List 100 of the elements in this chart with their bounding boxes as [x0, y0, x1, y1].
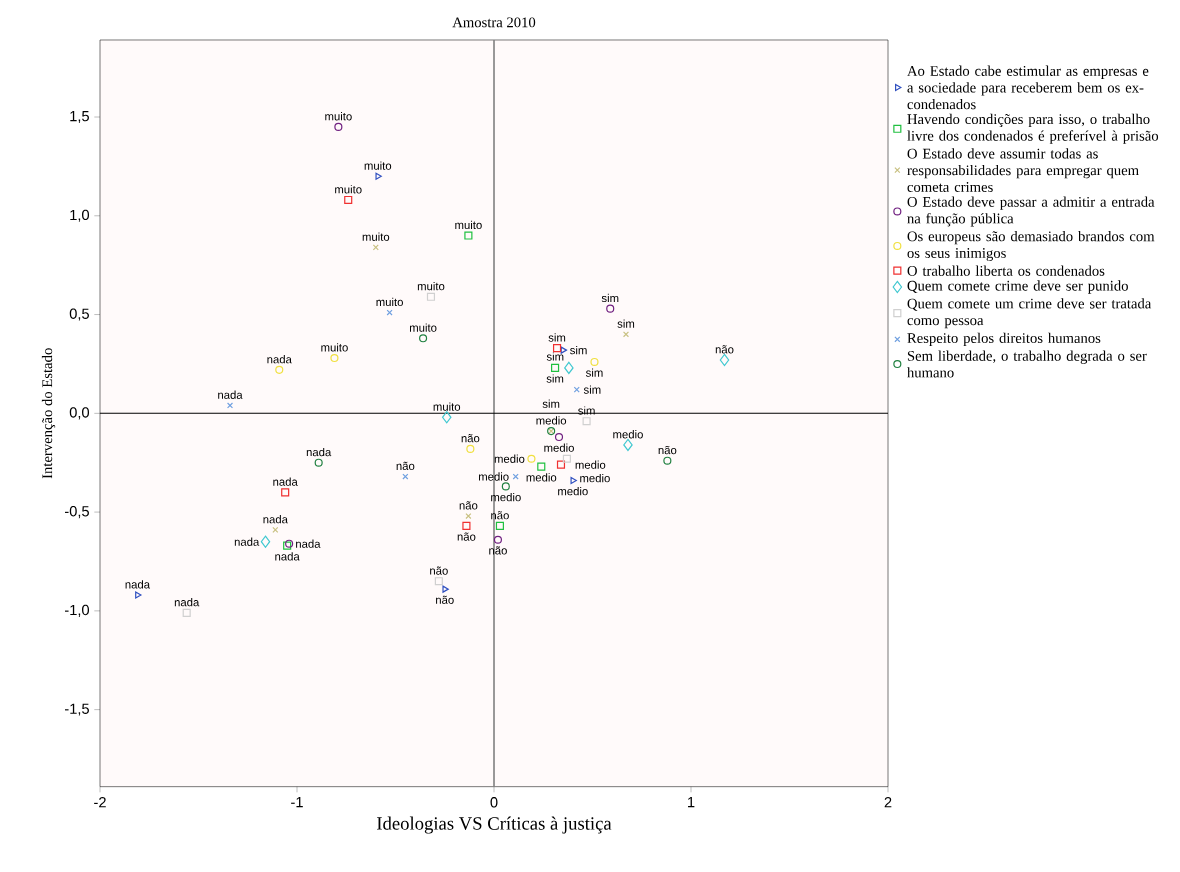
annotation: sim — [546, 374, 564, 383]
annotation: medio — [558, 486, 588, 496]
x-tick-label: 1 — [688, 797, 695, 808]
annotation: sim — [546, 352, 564, 361]
point — [562, 454, 571, 463]
annotation: não — [396, 461, 415, 470]
y-tick-label: 1,5 — [70, 111, 89, 124]
annotation: medio — [526, 473, 557, 482]
chart-title: Amostra 2010 — [452, 17, 536, 28]
point — [441, 411, 452, 424]
annotation: nada — [296, 539, 321, 548]
annotation: muito — [433, 402, 461, 411]
annotation: não — [457, 532, 476, 541]
annotation: sim — [601, 293, 619, 303]
point — [226, 402, 234, 409]
point — [330, 353, 339, 363]
annotation: medio — [580, 473, 610, 483]
annotation: muito — [364, 161, 392, 170]
annotation: nada — [125, 580, 151, 589]
point — [537, 462, 546, 471]
annotation: medio — [536, 416, 567, 425]
annotation: nada — [273, 477, 298, 486]
annotation: não — [491, 511, 509, 520]
annotation: muito — [376, 297, 403, 307]
x-tick-label: 0 — [490, 797, 498, 808]
x-tick-label: 2 — [884, 797, 892, 808]
annotation: não — [459, 501, 478, 510]
annotation: muito — [409, 323, 437, 332]
annotation: não — [461, 434, 480, 443]
x-axis-title: Ideologias VS Críticas à justiça — [377, 816, 612, 834]
point — [334, 122, 343, 131]
annotation: muito — [417, 281, 445, 291]
point — [606, 304, 615, 313]
point — [564, 361, 574, 375]
point — [462, 521, 471, 530]
point — [314, 458, 323, 467]
annotation: medio — [491, 492, 521, 502]
point — [495, 521, 504, 530]
annotation: medio — [613, 430, 643, 439]
annotation: não — [436, 595, 454, 604]
annotation: muito — [455, 220, 482, 230]
legend-label: Sem liberdade, o trabalho degrada o ser humano — [907, 350, 1147, 378]
point — [402, 473, 409, 480]
y-axis-title: Intervenção do Estado — [41, 348, 56, 479]
point — [260, 535, 271, 548]
annotation: sim — [583, 385, 601, 394]
point — [493, 535, 503, 544]
y-tick-label: -1,5 — [64, 703, 89, 716]
point — [590, 357, 599, 367]
legend-label: Quem comete crime deve ser punido — [907, 280, 1128, 294]
annotation: sim — [542, 399, 560, 408]
y-tick-label: 1,0 — [70, 209, 90, 222]
point — [375, 172, 382, 180]
point — [372, 244, 379, 251]
point — [426, 292, 436, 301]
legend-label: Os europeus são demasiado brandos com os seus inimigos — [907, 230, 1155, 261]
point — [527, 454, 536, 463]
annotation: sim — [585, 368, 603, 377]
annotation: nada — [275, 552, 300, 561]
annotation: muito — [362, 232, 390, 241]
point — [465, 512, 472, 520]
legend-label: O trabalho liberta os condenados — [907, 265, 1105, 276]
annotation: nada — [174, 598, 200, 607]
point — [419, 334, 428, 343]
y-tick-label: 0,0 — [69, 407, 90, 420]
point — [275, 365, 284, 374]
legend-label: O Estado deve passar a admitir a entrada na função pública — [907, 196, 1155, 227]
point — [272, 526, 279, 533]
annotation: não — [489, 546, 507, 555]
annotation: não — [430, 566, 448, 575]
annotation: muito — [335, 185, 362, 194]
y-tick-label: 0,5 — [69, 308, 89, 321]
annotation: muito — [321, 343, 348, 352]
y-tick-label: -0,5 — [64, 506, 89, 519]
annotation: sim — [578, 406, 595, 415]
annotation: medio — [575, 460, 606, 469]
legend-label: Havendo condições para isso, o trabalho livre dos condenados é preferível à prisão — [907, 113, 1159, 144]
point — [623, 438, 633, 452]
point — [622, 331, 630, 338]
annotation: sim — [548, 333, 566, 342]
annotation: nada — [263, 515, 288, 524]
annotation: não — [658, 445, 677, 455]
point — [582, 417, 591, 426]
point — [501, 482, 510, 491]
annotation: nada — [218, 390, 243, 399]
point — [434, 577, 443, 586]
point — [135, 591, 142, 599]
annotation: não — [715, 345, 734, 354]
point — [551, 363, 560, 372]
y-tick-label: -1,0 — [64, 604, 90, 617]
annotation: sim — [570, 345, 587, 355]
point — [570, 476, 577, 485]
legend-label: Ao Estado cabe estimular as empresas e a sociedade para receberem bem os ex-condenados — [907, 65, 1149, 110]
point — [556, 460, 566, 469]
point — [182, 608, 191, 617]
annotation: sim — [617, 319, 635, 328]
point — [512, 473, 519, 480]
x-tick-label: -1 — [291, 797, 303, 808]
legend-label: Respeito pelos direitos humanos — [907, 332, 1101, 346]
annotation: nada — [234, 537, 260, 546]
